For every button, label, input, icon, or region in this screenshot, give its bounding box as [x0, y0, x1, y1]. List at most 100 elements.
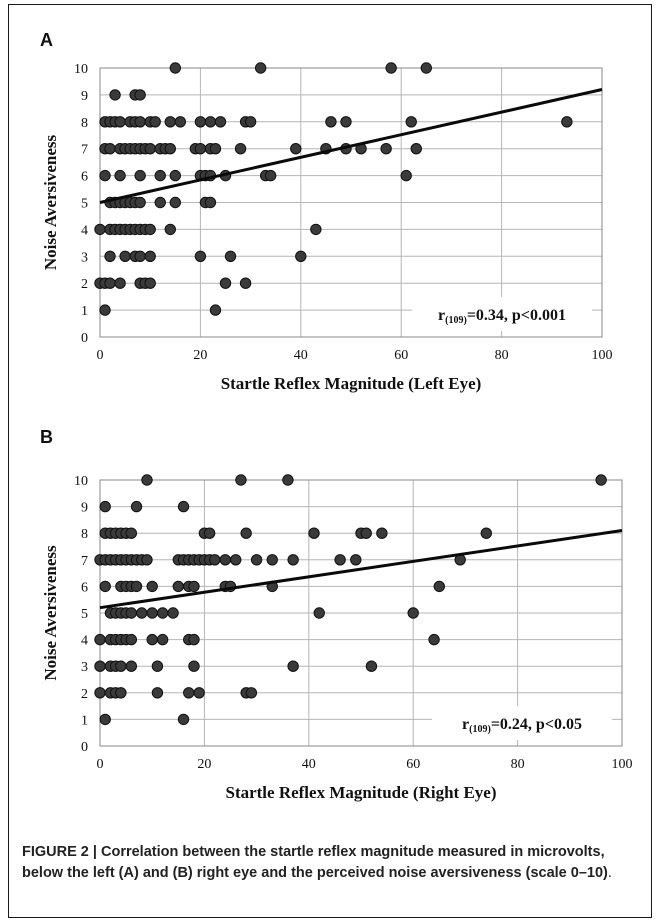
chart-a-xtick-40: 40 [294, 348, 308, 363]
chart-b-point-59 [433, 580, 445, 593]
chart-a-point-1 [254, 62, 267, 74]
chart-a-point-20 [214, 116, 227, 128]
chart-a-point-16 [164, 116, 176, 128]
chart-b-point-44 [334, 554, 346, 566]
chart-b-point-89 [287, 660, 299, 672]
chart-a-point-88 [134, 250, 146, 263]
chart-b-point-67 [156, 607, 169, 619]
chart-a-xlabel: Startle Reflex Magnitude (Left Eye) [221, 374, 482, 393]
chart-a-point-0 [169, 62, 182, 74]
chart-a-ytick-2: 2 [81, 277, 88, 292]
chart-a-point-90 [194, 250, 207, 263]
chart-b-xtick-100: 100 [612, 757, 633, 772]
chart-b-point-90 [365, 660, 378, 672]
chart-b-point-86 [125, 660, 138, 672]
chart-b-xtick-80: 80 [511, 757, 525, 772]
chart-a-point-61 [400, 169, 412, 182]
chart-a-ytick-9: 9 [81, 89, 88, 104]
chart-a-point-6 [134, 89, 146, 101]
chart-a-ytick-0: 0 [81, 331, 88, 346]
chart-a-point-53 [154, 169, 166, 182]
chart-a-point-44 [290, 143, 302, 155]
chart-b-point-42 [266, 554, 278, 566]
chart-b-point-80 [188, 633, 200, 646]
chart-b-xtick-20: 20 [197, 757, 211, 772]
chart-b-point-70 [407, 607, 419, 619]
chart-b-point-14 [203, 527, 216, 539]
chart-a-point-50 [99, 169, 111, 182]
chart-b-point-2 [282, 474, 294, 486]
chart-b-point-3 [595, 474, 607, 486]
chart-b-point-6 [177, 500, 190, 513]
chart-a-ytick-7: 7 [81, 143, 88, 158]
chart-a-point-38 [164, 143, 176, 155]
chart-a-point-69 [154, 196, 166, 209]
chart-a-point-24 [340, 116, 352, 128]
chart-b-point-41 [250, 554, 263, 566]
chart-b-ytick-2: 2 [81, 687, 88, 702]
chart-b-point-71 [94, 633, 106, 646]
chart-b-point-85 [115, 660, 127, 672]
chart-a-point-3 [420, 62, 432, 74]
chart-a-point-40 [194, 143, 207, 155]
chart-b-point-20 [480, 527, 492, 539]
chart-a-trendline [99, 88, 603, 204]
chart-b-point-76 [125, 633, 138, 646]
chart-a-point-22 [244, 116, 257, 128]
chart-a-point-18 [194, 116, 207, 128]
chart-a-point-19 [204, 116, 217, 128]
chart-b-point-95 [151, 687, 164, 699]
chart-b-point-52 [146, 580, 158, 593]
chart-b-ytick-1: 1 [81, 713, 88, 728]
chart-b-point-100 [99, 713, 111, 726]
chart-b-point-38 [209, 554, 221, 566]
chart-b-point-18 [360, 527, 372, 539]
chart-a-point-99 [144, 277, 156, 289]
chart-b-point-47 [99, 580, 111, 593]
chart-b-point-43 [287, 554, 299, 566]
chart-a-point-13 [134, 116, 146, 128]
chart-b-point-66 [146, 607, 158, 619]
chart-a-point-96 [114, 277, 126, 289]
chart-b-ytick-3: 3 [81, 660, 88, 675]
chart-a-ytick-3: 3 [81, 250, 88, 265]
chart-a-point-68 [134, 196, 146, 209]
chart-a-point-72 [204, 196, 217, 209]
chart-a-point-54 [169, 169, 182, 182]
chart-b-point-5 [130, 500, 143, 513]
figure-caption: FIGURE 2 | Correlation between the start… [22, 842, 638, 884]
chart-b-point-4 [99, 500, 111, 513]
chart-b-point-30 [141, 554, 153, 566]
chart-b-point-77 [146, 633, 158, 646]
chart-a-xtick-100: 100 [592, 348, 613, 363]
chart-b-ytick-10: 10 [74, 474, 88, 489]
chart-a-point-43 [234, 143, 247, 155]
chart-a-ytick-4: 4 [81, 223, 88, 238]
figure-caption-tail: . [607, 865, 612, 881]
chart-a-ytick-10: 10 [74, 62, 88, 77]
chart-a-point-28 [104, 143, 116, 155]
chart-a-point-2 [385, 62, 397, 74]
chart-a-xtick-60: 60 [394, 348, 408, 363]
chart-b-point-45 [350, 554, 362, 566]
chart-b-point-51 [130, 580, 143, 593]
chart-b-ylabel: Noise Aversiveness [41, 545, 60, 681]
chart-b-point-96 [183, 687, 195, 699]
chart-b-point-81 [428, 633, 440, 646]
chart-a-ylabel: Noise Aversiveness [41, 135, 60, 271]
chart-b-plot-area [99, 479, 623, 747]
chart-a-ytick-8: 8 [81, 116, 88, 131]
chart-b-point-16 [308, 527, 320, 539]
chart-b-point-65 [136, 607, 148, 619]
figure-caption-text: FIGURE 2 | Correlation between the start… [22, 844, 608, 881]
chart-b-point-68 [167, 607, 179, 619]
chart-a-annotation: r(109)=0.34, p<0.001 [438, 307, 566, 326]
chart-b-point-94 [115, 687, 127, 699]
chart-b-point-88 [188, 660, 200, 672]
chart-b-point-55 [188, 580, 200, 593]
chart-b-ytick-0: 0 [81, 740, 88, 755]
chart-b-ytick-5: 5 [81, 607, 88, 622]
chart-a-point-42 [209, 143, 222, 155]
